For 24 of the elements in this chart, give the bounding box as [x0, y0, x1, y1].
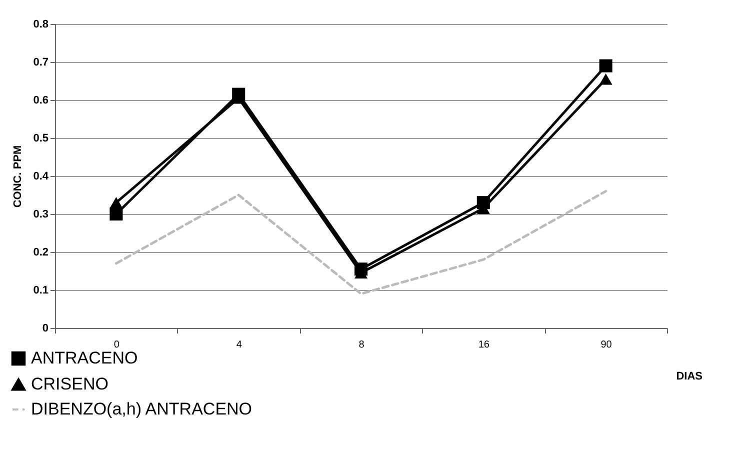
legend-label: ANTRACENO — [31, 348, 138, 368]
x-tick-label: 4 — [236, 340, 242, 350]
x-tick-label: 16 — [478, 340, 490, 350]
point — [110, 207, 123, 221]
x-axis-title: DIAS — [676, 370, 702, 382]
x-tick-label: 8 — [358, 340, 365, 350]
y-tick-label: 0.2 — [33, 246, 48, 258]
y-tick-label: 0.3 — [33, 208, 48, 220]
legend-label: CRISENO — [31, 374, 108, 394]
y-tick-label: 0 — [42, 322, 48, 334]
point — [599, 59, 612, 72]
y-tick-label: 0.8 — [33, 18, 48, 30]
x-tick-label: 0 — [114, 340, 120, 350]
y-axis-title: CONC. PPM — [12, 145, 24, 208]
x-tick-label: 90 — [600, 340, 612, 350]
point — [599, 73, 612, 85]
y-tick-label: 0.7 — [33, 56, 48, 68]
y-tick-label: 0.1 — [33, 284, 48, 296]
y-tick-label: 0.6 — [33, 94, 48, 106]
legend-label: DIBENZO(a,h) ANTRACENO — [31, 400, 252, 418]
point — [110, 196, 123, 208]
line-series — [114, 190, 608, 296]
y-tick-label: 0.5 — [33, 132, 48, 144]
y-tick-label: 0.4 — [33, 170, 50, 182]
